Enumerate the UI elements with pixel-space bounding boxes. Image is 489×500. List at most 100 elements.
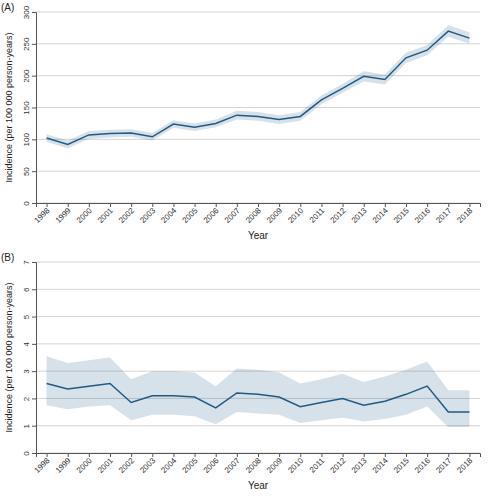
- x-tick: 2004: [159, 453, 178, 475]
- x-tick-mark: [68, 453, 69, 457]
- x-tick: 2012: [329, 203, 348, 225]
- x-tick: 2006: [202, 203, 221, 225]
- x-tick-label: 2017: [434, 456, 453, 475]
- x-tick-mark: [68, 203, 69, 207]
- x-tick-label: 2013: [350, 206, 369, 225]
- x-tick-label: 2001: [96, 206, 115, 225]
- y-tick-mark: [32, 289, 36, 290]
- series-line: [47, 31, 470, 144]
- x-tick-mark: [406, 203, 407, 207]
- grid-line: [36, 171, 480, 172]
- x-tick: 1999: [54, 203, 73, 225]
- x-tick: 2016: [413, 453, 432, 475]
- x-tick-label: 2017: [434, 206, 453, 225]
- y-tick-label: 100: [22, 133, 31, 147]
- x-tick: 2014: [371, 453, 390, 475]
- x-tick-mark: [469, 453, 470, 457]
- x-tick-label: 2007: [223, 456, 242, 475]
- x-tick-label: 2010: [286, 456, 305, 475]
- x-tick-mark: [279, 203, 280, 207]
- y-tick-mark: [32, 76, 36, 77]
- x-tick: 2003: [138, 453, 157, 475]
- x-tick-mark: [343, 453, 344, 457]
- grid-line: [36, 316, 480, 317]
- confidence-band: [47, 356, 470, 427]
- y-tick-mark: [32, 426, 36, 427]
- x-tick-label: 1999: [54, 456, 73, 475]
- x-tick-mark: [448, 203, 449, 207]
- figure: (A)0501001502002503001998199920002001200…: [0, 0, 489, 500]
- y-tick: 0: [22, 451, 36, 456]
- x-tick-mark: [258, 203, 259, 207]
- x-tick-label: 2003: [138, 456, 157, 475]
- y-tick-label: 6: [22, 287, 31, 292]
- y-tick-mark: [32, 44, 36, 45]
- x-tick: 2006: [202, 453, 221, 475]
- x-tick-mark: [469, 203, 470, 207]
- grid-line: [36, 12, 480, 13]
- x-tick-label: 2014: [371, 456, 390, 475]
- x-tick-mark: [47, 203, 48, 207]
- x-tick-label: 2000: [75, 456, 94, 475]
- x-tick-label: 2015: [392, 206, 411, 225]
- y-axis-title: Incidence (per 100 000 person-years): [4, 282, 14, 432]
- x-tick-mark: [110, 203, 111, 207]
- y-tick-label: 0: [22, 451, 31, 456]
- grid: [36, 12, 480, 203]
- y-axis-title: Incidence (per 100 000 person-years): [4, 32, 14, 182]
- x-tick: 2017: [434, 203, 453, 225]
- x-tick: 2010: [286, 203, 305, 225]
- y-tick: 0: [22, 201, 36, 206]
- x-tick-label: 2012: [329, 206, 348, 225]
- x-tick-label: 2015: [392, 456, 411, 475]
- y-tick-label: 250: [22, 37, 31, 51]
- y-axis: 01234567: [22, 260, 37, 456]
- y-tick: 7: [22, 260, 36, 265]
- y-tick-mark: [32, 171, 36, 172]
- y-tick: 250: [22, 37, 36, 51]
- grid-line: [36, 43, 480, 44]
- x-tick: 2015: [392, 453, 411, 475]
- grid-line: [36, 107, 480, 108]
- plot-area: [47, 356, 470, 427]
- x-tick-label: 2002: [117, 206, 136, 225]
- confidence-band: [47, 25, 470, 148]
- x-tick-mark: [216, 453, 217, 457]
- x-tick: 2009: [265, 453, 284, 475]
- grid-line: [36, 262, 480, 263]
- x-tick-label: 2006: [202, 456, 221, 475]
- x-tick-mark: [131, 453, 132, 457]
- x-tick-mark: [279, 453, 280, 457]
- x-tick-mark: [448, 453, 449, 457]
- y-tick-label: 0: [22, 201, 31, 206]
- x-tick: 2018: [455, 453, 474, 475]
- x-tick: 2005: [181, 453, 200, 475]
- x-tick: 2002: [117, 453, 136, 475]
- y-axis: 050100150200250300: [22, 5, 37, 205]
- y-tick-label: 7: [22, 260, 31, 265]
- x-tick-mark: [385, 203, 386, 207]
- x-tick: 2012: [329, 453, 348, 475]
- y-tick-label: 5: [22, 314, 31, 319]
- panel-title: (A): [1, 2, 14, 13]
- x-tick-mark: [406, 453, 407, 457]
- x-tick-mark: [89, 203, 90, 207]
- y-tick: 5: [22, 314, 36, 319]
- x-tick-label: 2014: [371, 206, 390, 225]
- y-tick-mark: [32, 317, 36, 318]
- x-tick-mark: [321, 453, 322, 457]
- x-tick: 2003: [138, 203, 157, 225]
- x-tick-label: 2008: [244, 206, 263, 225]
- x-axis: 1998199920002001200220032004200520062007…: [33, 453, 481, 475]
- x-tick: 2008: [244, 203, 263, 225]
- x-tick-mark: [152, 453, 153, 457]
- x-tick-label: 2007: [223, 206, 242, 225]
- x-tick: 2004: [159, 203, 178, 225]
- y-tick-label: 300: [22, 5, 31, 19]
- x-tick-mark: [321, 203, 322, 207]
- x-tick: 2000: [75, 203, 94, 225]
- x-tick: 1999: [54, 453, 73, 475]
- x-tick-label: 2011: [308, 456, 327, 475]
- series-line: [47, 383, 470, 412]
- x-tick-label: 2002: [117, 456, 136, 475]
